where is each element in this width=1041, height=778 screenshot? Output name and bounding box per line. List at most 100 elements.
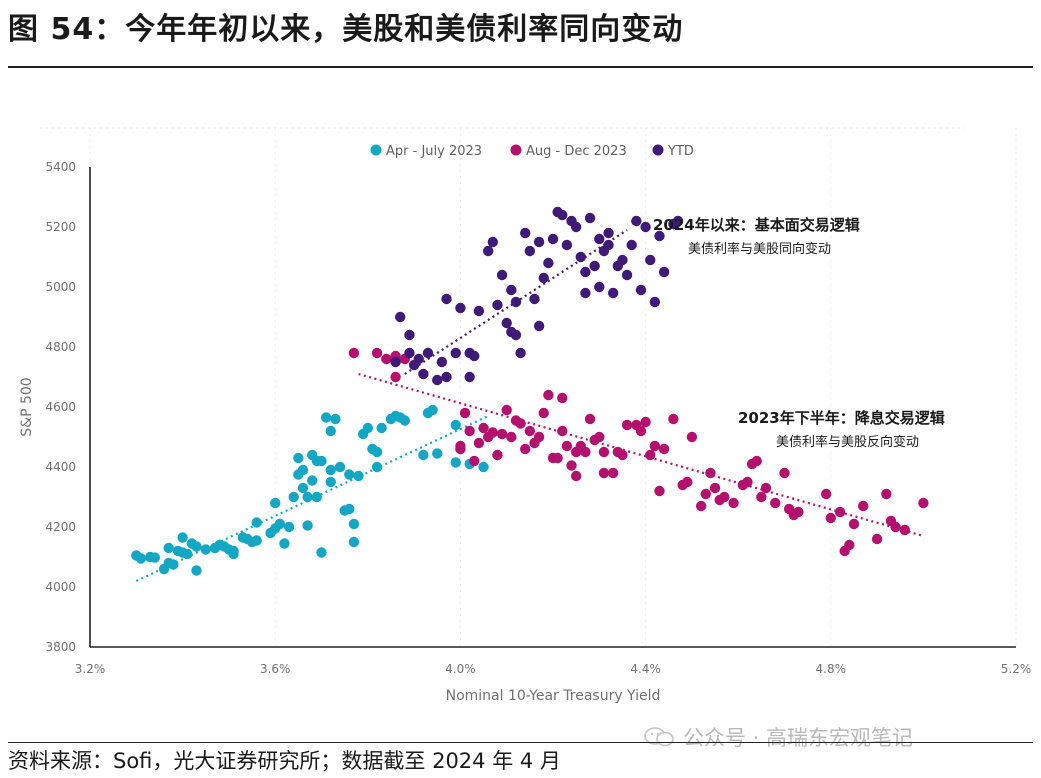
scatter-point — [404, 329, 415, 341]
scatter-point — [709, 482, 721, 494]
scatter-point — [473, 305, 485, 317]
scatter-point — [482, 245, 494, 257]
scatter-point — [668, 413, 679, 425]
scatter-point — [654, 485, 665, 497]
scatter-point — [728, 497, 739, 509]
scatter-point — [381, 353, 392, 365]
scatter-point — [742, 476, 753, 488]
scatter-point — [538, 272, 549, 284]
scatter-point — [756, 491, 767, 503]
y-tick-label: 5200 — [45, 220, 76, 234]
scatter-point — [566, 460, 577, 471]
y-tick-label: 4800 — [45, 340, 76, 354]
x-tick-label: 4.8% — [816, 662, 847, 676]
scatter-point — [228, 548, 239, 560]
scatter-point — [177, 532, 188, 543]
x-tick-label: 3.2% — [75, 662, 106, 676]
scatter-point — [371, 347, 383, 359]
scatter-point — [580, 287, 591, 299]
legend-swatch-apr-jul — [370, 144, 382, 156]
scatter-point — [469, 350, 480, 362]
legend-swatch-aug-dec — [510, 144, 522, 156]
scatter-point — [311, 491, 323, 503]
scatter-point — [274, 518, 286, 530]
scatter-point — [515, 347, 526, 359]
scatter-point — [700, 488, 711, 500]
scatter-point — [163, 542, 174, 554]
scatter-point — [344, 469, 355, 480]
scatter-point — [580, 266, 591, 278]
scatter-point — [858, 500, 869, 512]
scatter-point — [297, 482, 309, 494]
scatter-point — [501, 404, 512, 416]
scatter-point — [371, 446, 383, 458]
scatter-point — [404, 347, 415, 359]
scatter-point — [607, 467, 619, 479]
scatter-point — [288, 491, 299, 503]
scatter-point — [427, 404, 438, 416]
scatter-point — [418, 449, 429, 461]
scatter-point — [557, 392, 568, 404]
scatter-point — [325, 425, 336, 437]
scatter-point — [654, 230, 665, 242]
scatter-point — [524, 245, 536, 257]
scatter-point — [607, 287, 619, 299]
scatter-point — [844, 539, 855, 551]
scatter-point — [603, 239, 614, 251]
scatter-point — [589, 260, 600, 272]
scatter-point — [191, 565, 202, 576]
scatter-point — [506, 284, 517, 296]
scatter-point — [320, 412, 332, 423]
scatter-point — [441, 293, 452, 305]
title-rule — [8, 66, 1033, 68]
scatter-point — [510, 329, 522, 341]
scatter-point — [547, 233, 559, 245]
x-tick-label: 4.0% — [445, 662, 476, 676]
scatter-point — [635, 425, 647, 437]
scatter-point — [640, 416, 651, 428]
scatter-point — [395, 311, 406, 323]
scatter-point — [570, 470, 582, 482]
scatter-point — [598, 467, 610, 479]
scatter-point — [640, 221, 651, 233]
scatter-point — [455, 302, 466, 314]
scatter-point — [899, 524, 911, 536]
scatter-point — [334, 461, 346, 473]
scatter-point — [371, 461, 383, 473]
scatter-point — [848, 518, 860, 530]
scatter-point — [510, 296, 522, 308]
chart-trendlines — [135, 229, 924, 582]
scatter-point — [881, 488, 892, 500]
scatter-point — [658, 443, 670, 455]
scatter-point — [432, 374, 443, 386]
scatter-point — [617, 449, 628, 461]
scatter-point — [330, 413, 341, 425]
scatter-point — [200, 544, 211, 555]
scatter-point — [557, 209, 568, 221]
scatter-point — [524, 425, 536, 437]
scatter-point — [168, 559, 179, 570]
scatter-chart: 3.2% 3.6% 4.0% 4.4% 4.8% 5.2% 3800 4000 4200 4400… — [19, 127, 1031, 704]
scatter-point — [473, 437, 485, 449]
scatter-point — [520, 443, 531, 455]
scatter-point — [543, 389, 554, 401]
scatter-point — [635, 284, 647, 296]
scatter-point — [621, 419, 633, 431]
scatter-point — [362, 422, 373, 434]
scatter-point — [594, 233, 605, 245]
scatter-point — [533, 320, 545, 332]
scatter-point — [515, 418, 526, 429]
scatter-point — [705, 467, 716, 479]
scatter-point — [695, 500, 707, 512]
scatter-point — [649, 440, 661, 452]
scatter-point — [672, 215, 684, 227]
scatter-point — [584, 212, 596, 224]
scatter-point — [561, 440, 573, 452]
scatter-point — [603, 227, 614, 239]
source-note: 资料来源：Sofi，光大证券研究所；数据截至 2024 年 4 月 — [8, 749, 561, 773]
scatter-point — [464, 425, 475, 437]
scatter-point — [649, 296, 661, 308]
scatter-point — [353, 470, 364, 482]
figure-title: 图 54：今年年初以来，美股和美债利率同向变动 — [8, 12, 684, 47]
scatter-point — [251, 517, 262, 528]
